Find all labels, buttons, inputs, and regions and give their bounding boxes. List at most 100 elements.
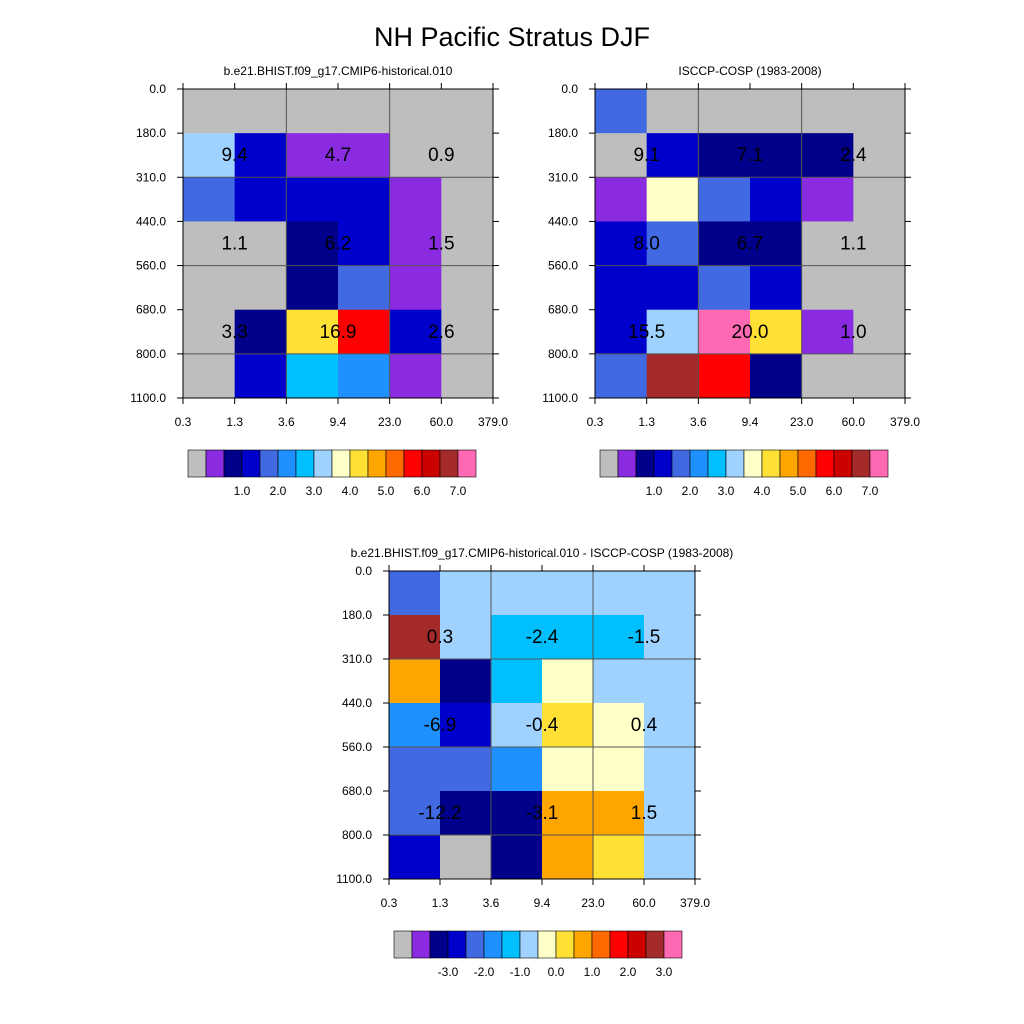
- y-tick-label: 560.0: [548, 259, 578, 273]
- heatmap-cell: [234, 89, 287, 134]
- box-value-label: 16.9: [320, 322, 357, 343]
- heatmap-cell: [646, 177, 699, 222]
- colorbar-label: 6.0: [414, 484, 431, 498]
- x-tick-label: 60.0: [842, 415, 866, 429]
- panels: b.e21.BHIST.f09_g17.CMIP6-historical.010…: [130, 64, 920, 979]
- heatmap-cell: [441, 265, 494, 311]
- box-value-label: 1.0: [840, 322, 866, 343]
- x-tick-label: 3.6: [690, 415, 707, 429]
- y-tick-label: 1100.0: [336, 872, 372, 886]
- heatmap-cell: [389, 835, 441, 880]
- heatmap-cell: [644, 659, 696, 704]
- y-tick-label: 180.0: [136, 126, 166, 140]
- y-tick-label: 800.0: [136, 347, 166, 361]
- box-value-label: -12.2: [418, 803, 461, 824]
- heatmap-cell: [389, 747, 441, 792]
- heatmap-cell: [338, 309, 391, 355]
- heatmap-cell: [389, 177, 442, 222]
- heatmap-cell: [440, 791, 492, 836]
- heatmap-cell: [234, 309, 287, 355]
- heatmap-cell: [338, 89, 391, 134]
- heatmap-cell: [441, 89, 494, 134]
- heatmap-cell: [593, 791, 645, 836]
- colorbar-swatch: [501, 930, 521, 959]
- colorbar-label: 3.0: [306, 484, 323, 498]
- y-tick-label: 1100.0: [542, 391, 578, 405]
- box-value-label: 9.4: [221, 145, 248, 166]
- y-tick-label: 440.0: [342, 696, 372, 710]
- colorbar-swatch: [519, 930, 539, 959]
- heatmap-cell: [491, 835, 543, 880]
- colorbar-swatch: [277, 449, 297, 478]
- heatmap-cell: [338, 177, 391, 222]
- colorbar-swatch: [725, 449, 745, 478]
- colorbar-swatch: [833, 449, 853, 478]
- colorbar-swatch: [223, 449, 243, 478]
- heatmap-cell: [183, 353, 236, 399]
- heatmap-cell: [853, 353, 906, 399]
- heatmap-cell: [593, 747, 645, 792]
- x-tick-label: 0.3: [587, 415, 604, 429]
- box-value-label: -6.9: [424, 715, 457, 736]
- colorbar-label: -3.0: [438, 965, 459, 979]
- colorbar-swatch: [869, 449, 889, 478]
- heatmap-cell: [183, 221, 236, 267]
- colorbar-swatch: [591, 930, 611, 959]
- x-tick-label: 3.6: [278, 415, 295, 429]
- colorbar-swatch: [457, 449, 477, 478]
- heatmap-cell: [440, 703, 492, 748]
- heatmap-cell: [853, 309, 906, 355]
- heatmap-cell: [698, 221, 751, 267]
- y-tick-label: 1100.0: [130, 391, 166, 405]
- heatmap-cell: [750, 353, 803, 399]
- heatmap-cell: [234, 133, 287, 178]
- heatmap-cell: [750, 265, 803, 311]
- heatmap-cell: [644, 703, 696, 748]
- heatmap-cell: [853, 221, 906, 267]
- heatmap-cell: [542, 747, 594, 792]
- heatmap-cell: [389, 221, 442, 267]
- box-value-label: 0.9: [428, 145, 454, 166]
- heatmap-cell: [853, 177, 906, 222]
- heatmap-cell: [441, 309, 494, 355]
- heatmap-cell: [853, 133, 906, 178]
- x-tick-label: 379.0: [680, 896, 710, 910]
- colorbar-swatch: [421, 449, 441, 478]
- colorbar-swatch: [385, 449, 405, 478]
- heatmap-cell: [801, 133, 854, 178]
- heatmap-cell: [646, 265, 699, 311]
- heatmap-cell: [234, 265, 287, 311]
- heatmap-cell: [389, 353, 442, 399]
- heatmap-cell: [286, 177, 339, 222]
- colorbar-label: 3.0: [718, 484, 735, 498]
- heatmap-cell: [646, 309, 699, 355]
- box-value-label: 1.5: [428, 234, 454, 255]
- heatmap-cell: [644, 615, 696, 660]
- heatmap-cell: [440, 747, 492, 792]
- heatmap-panel-2: ISCCP-COSP (1983-2008) 9.1 7.1 2.4 8.0 6.7 1.1…: [542, 64, 920, 498]
- colorbar-swatch: [555, 930, 575, 959]
- box-value-label: 2.4: [840, 145, 867, 166]
- heatmap-cell: [542, 791, 594, 836]
- x-tick-label: 379.0: [890, 415, 920, 429]
- colorbar-swatch: [447, 930, 467, 959]
- heatmap-cell: [646, 133, 699, 178]
- heatmap-cell: [750, 133, 803, 178]
- heatmap-cell: [389, 703, 441, 748]
- colorbar-label: 5.0: [378, 484, 395, 498]
- x-tick-label: 1.3: [432, 896, 449, 910]
- heatmap-cell: [542, 615, 594, 660]
- colorbar-swatch: [627, 930, 647, 959]
- box-value-label: -3.1: [526, 803, 559, 824]
- heatmap-cell: [389, 571, 441, 616]
- colorbar-swatch: [367, 449, 387, 478]
- colorbar-swatch: [815, 449, 835, 478]
- heatmap-cell: [389, 791, 441, 836]
- x-tick-label: 23.0: [581, 896, 605, 910]
- heatmap-cell: [646, 353, 699, 399]
- y-tick-label: 680.0: [136, 303, 166, 317]
- colorbar-label: 7.0: [450, 484, 467, 498]
- heatmap-cell: [750, 89, 803, 134]
- colorbar-label: 1.0: [584, 965, 601, 979]
